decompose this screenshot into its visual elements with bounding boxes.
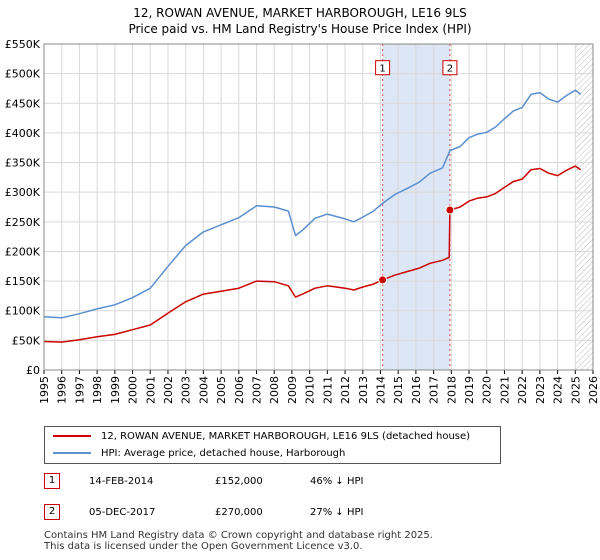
x-tick-label: 2005 bbox=[215, 376, 228, 404]
x-tick-label: 2018 bbox=[445, 376, 458, 404]
legend-item-property: 12, ROWAN AVENUE, MARKET HARBOROUGH, LE1… bbox=[45, 428, 470, 444]
y-tick-label: £150K bbox=[5, 275, 41, 288]
x-tick-label: 2006 bbox=[233, 376, 246, 404]
series-line-hpi bbox=[43, 89, 582, 319]
x-tick-label: 1997 bbox=[73, 376, 86, 404]
footer-licence: This data is licensed under the Open Gov… bbox=[44, 541, 363, 552]
transaction-marker-label: 2 bbox=[447, 64, 453, 75]
x-tick-label: 2004 bbox=[197, 376, 210, 404]
legend: 12, ROWAN AVENUE, MARKET HARBOROUGH, LE1… bbox=[44, 426, 501, 464]
table-row: 1 14-FEB-2014 £152,000 46% ↓ HPI bbox=[44, 472, 363, 490]
x-tick-label: 2017 bbox=[428, 376, 441, 404]
transaction-date: 05-DEC-2017 bbox=[89, 506, 156, 518]
transaction-point bbox=[445, 205, 455, 215]
x-tick-label: 2007 bbox=[251, 376, 264, 404]
x-tick-label: 1996 bbox=[56, 376, 69, 404]
x-tick-label: 2011 bbox=[321, 376, 334, 404]
x-tick-label: 2002 bbox=[162, 376, 175, 404]
series-line-property bbox=[43, 165, 582, 343]
x-tick-label: 2013 bbox=[357, 376, 370, 404]
legend-swatch-hpi bbox=[53, 452, 91, 454]
transaction-point bbox=[378, 275, 388, 285]
x-tick-label: 2019 bbox=[463, 376, 476, 404]
y-tick-label: £250K bbox=[5, 216, 41, 229]
x-tick-label: 2020 bbox=[481, 376, 494, 404]
x-tick-label: 2023 bbox=[534, 376, 547, 404]
future-hatch bbox=[575, 44, 593, 370]
chart-title: 12, ROWAN AVENUE, MARKET HARBOROUGH, LE1… bbox=[133, 6, 467, 20]
x-tick-label: 2012 bbox=[339, 376, 352, 404]
y-tick-label: £200K bbox=[5, 245, 41, 258]
y-tick-label: £0 bbox=[26, 364, 40, 377]
x-tick-label: 2010 bbox=[304, 376, 317, 404]
transaction-hpi-diff: 46% ↓ HPI bbox=[310, 475, 364, 487]
x-tick-label: 2022 bbox=[516, 376, 529, 404]
x-tick-label: 2014 bbox=[374, 376, 387, 404]
x-tick-label: 2009 bbox=[286, 376, 299, 404]
y-tick-label: £300K bbox=[5, 186, 41, 199]
legend-label-hpi: HPI: Average price, detached house, Harb… bbox=[101, 447, 346, 459]
x-tick-label: 2001 bbox=[144, 376, 157, 404]
y-tick-label: £50K bbox=[12, 334, 41, 347]
x-tick-label: 2015 bbox=[392, 376, 405, 404]
legend-label-property: 12, ROWAN AVENUE, MARKET HARBOROUGH, LE1… bbox=[101, 430, 471, 442]
y-tick-label: £350K bbox=[5, 157, 41, 170]
chart-subtitle: Price paid vs. HM Land Registry's House … bbox=[128, 22, 472, 36]
footer: Contains HM Land Registry data © Crown c… bbox=[44, 530, 433, 552]
y-tick-label: £400K bbox=[5, 127, 41, 140]
x-tick-label: 1995 bbox=[38, 376, 51, 404]
x-tick-label: 2008 bbox=[268, 376, 281, 404]
plot-frame bbox=[43, 43, 594, 371]
x-tick-label: 2003 bbox=[180, 376, 193, 404]
transaction-price: £270,000 bbox=[215, 506, 263, 518]
price-chart: 1 2 £0 £50K £100K £150K £200K £250K £300K £350K £… bbox=[5, 38, 600, 404]
x-tick-label: 1999 bbox=[109, 376, 122, 404]
y-tick-label: £500K bbox=[5, 68, 41, 81]
x-tick-label: 2000 bbox=[127, 376, 140, 404]
x-tick-label: 1998 bbox=[91, 376, 104, 404]
transaction-marker-label: 1 bbox=[379, 64, 385, 75]
transaction-badge: 1 bbox=[44, 473, 60, 489]
transaction-date: 14-FEB-2014 bbox=[89, 475, 154, 487]
transaction-badge: 2 bbox=[44, 504, 60, 520]
x-tick-label: 2021 bbox=[498, 376, 511, 404]
x-tick-label: 2016 bbox=[410, 376, 423, 404]
table-row: 2 05-DEC-2017 £270,000 27% ↓ HPI bbox=[44, 503, 363, 521]
footer-copyright: Contains HM Land Registry data © Crown c… bbox=[44, 530, 433, 541]
x-tick-label: 2025 bbox=[569, 376, 582, 404]
y-tick-label: £550K bbox=[5, 38, 41, 51]
transaction-marker-box bbox=[442, 60, 458, 76]
legend-swatch-property bbox=[53, 435, 91, 437]
x-tick-label: 2024 bbox=[552, 376, 565, 404]
transaction-marker-box bbox=[375, 60, 391, 76]
y-tick-label: £450K bbox=[5, 97, 41, 110]
transaction-price: £152,000 bbox=[215, 475, 263, 487]
x-tick-label: 2026 bbox=[587, 376, 600, 404]
y-tick-label: £100K bbox=[5, 305, 41, 318]
legend-item-hpi: HPI: Average price, detached house, Harb… bbox=[45, 445, 345, 461]
transaction-hpi-diff: 27% ↓ HPI bbox=[310, 506, 364, 518]
